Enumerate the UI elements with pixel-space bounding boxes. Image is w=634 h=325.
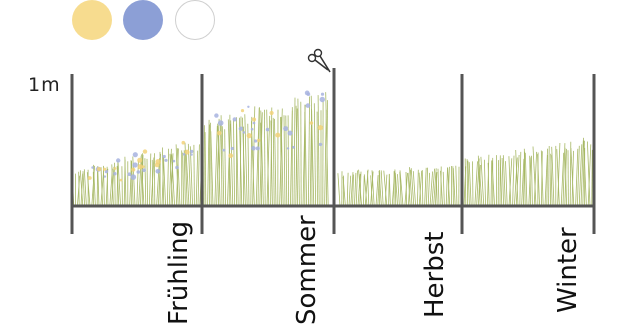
season-label-sommer: Sommer: [292, 215, 322, 325]
grass-segment-3: [338, 166, 459, 206]
scissors-icon: [309, 50, 331, 73]
season-label-winter: Winter: [553, 227, 583, 313]
season-label-fruehling: Frühling: [164, 221, 194, 325]
grass-segment-2: [204, 91, 328, 207]
grass-segment-4: [464, 138, 592, 206]
grass-segment-1: [72, 141, 202, 206]
season-label-herbst: Herbst: [420, 232, 450, 318]
